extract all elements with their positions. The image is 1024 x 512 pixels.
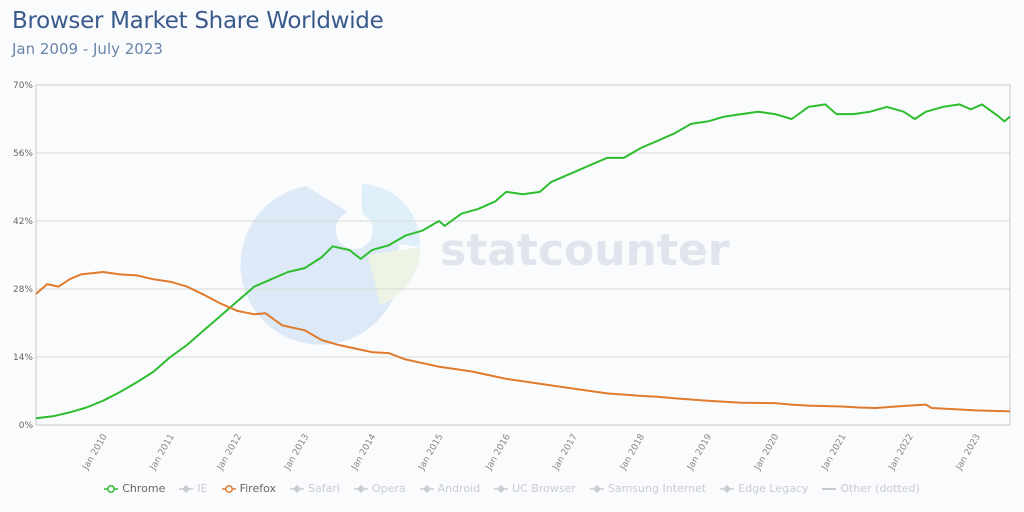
legend-item-android[interactable]: Android [419,482,481,495]
chart-subtitle: Jan 2009 - July 2023 [12,40,163,58]
y-tick-label: 42% [13,217,33,227]
legend-label: Edge Legacy [738,482,809,495]
y-tick-label: 56% [13,149,33,159]
plot-area-border [35,84,1011,426]
x-tick-label: Jan 2022 [887,433,916,473]
legend-label: Opera [371,482,406,495]
line-chart: statcounter 0%14%28%42%56%70% Jan 2010 Ja… [13,81,1011,473]
x-tick-label: Jan 2023 [954,433,983,473]
legend-item-edge-legacy[interactable]: Edge Legacy [720,482,808,495]
legend-label: IE [197,482,208,495]
grid-lines [36,152,1010,358]
legend-label: Other (dotted) [840,482,920,495]
legend-label: Android [437,482,481,495]
y-tick-label: 70% [13,81,33,91]
x-tick-label: Jan 2020 [753,432,782,472]
y-tick-label: 0% [19,421,34,431]
x-tick-label: Jan 2011 [148,433,177,473]
x-tick-label: Jan 2012 [215,433,244,473]
legend-item-firefox[interactable]: Firefox [221,482,276,495]
x-tick-label: Jan 2016 [484,432,513,472]
legend-item-safari[interactable]: Safari [289,482,340,495]
legend-label: Safari [307,482,340,495]
firefox-line [35,271,1011,413]
diamond-marker-icon [179,484,194,493]
diamond-marker-icon [494,484,509,493]
y-axis-labels: 0% 14% 28% 42% 56% 70% [13,81,33,431]
legend-item-opera[interactable]: Opera [353,482,406,495]
legend-item-samsung-internet[interactable]: Samsung Internet [589,482,707,495]
legend-label: Firefox [239,482,276,495]
chrome-line [35,103,1011,420]
diamond-marker-icon [289,484,304,493]
legend-item-uc-browser[interactable]: UC Browser [494,482,576,495]
circle-marker-icon [104,484,119,493]
legend-item-chrome[interactable]: Chrome [104,482,165,495]
x-tick-label: Jan 2018 [618,432,647,472]
x-tick-label: Jan 2010 [81,432,110,472]
series-lines [35,103,1011,420]
legend-label: UC Browser [512,482,576,495]
x-tick-label: Jan 2017 [551,433,580,473]
x-axis-labels: Jan 2010 Jan 2011 Jan 2012 Jan 2013 Jan 2014… [81,432,983,472]
diamond-marker-icon [589,484,604,493]
x-tick-label: Jan 2014 [349,432,378,472]
x-tick-label: Jan 2021 [820,433,849,473]
x-tick-label: Jan 2019 [685,432,714,472]
legend-label: Chrome [122,482,166,495]
diamond-marker-icon [419,484,434,493]
statcounter-watermark: statcounter [240,184,730,345]
y-tick-label: 14% [13,353,33,363]
line-marker-icon [822,487,837,490]
chart-title: Browser Market Share Worldwide [12,8,384,34]
diamond-marker-icon [720,484,735,493]
legend-label: Samsung Internet [607,482,707,495]
x-tick-label: Jan 2015 [417,433,446,473]
legend-item-other-dotted[interactable]: Other (dotted) [822,482,920,495]
watermark-text: statcounter [440,225,730,276]
circle-marker-icon [221,484,236,493]
legend-item-ie[interactable]: IE [179,482,208,495]
y-tick-label: 28% [13,285,33,295]
diamond-marker-icon [353,484,368,493]
x-tick-label: Jan 2013 [282,433,311,473]
chart-legend: Chrome IE Firefox Safari Opera Android UC Brow… [0,482,1024,495]
